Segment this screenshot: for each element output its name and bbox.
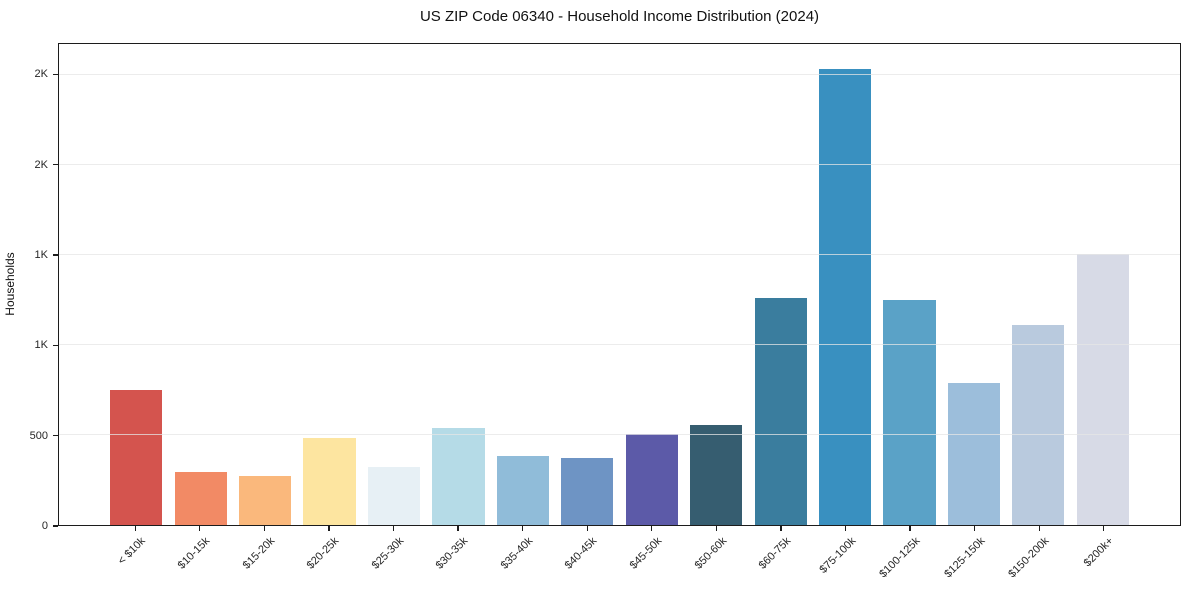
x-tick-mark — [715, 526, 717, 531]
x-tick-mark — [134, 526, 136, 531]
x-tick-mark — [522, 526, 524, 531]
bar-slot — [877, 44, 941, 525]
bar-9 — [690, 425, 743, 525]
bar-7 — [561, 458, 614, 525]
x-tick-label: $45-50k — [627, 535, 665, 572]
x-tick-label: $60-75k — [756, 535, 794, 572]
y-tick-label: 500 — [29, 429, 48, 442]
x-tick-mark — [973, 526, 976, 531]
bar-5 — [432, 427, 485, 525]
bar-8 — [625, 433, 678, 525]
y-tick-label: 0 — [41, 520, 48, 532]
x-tick-mark — [392, 526, 395, 531]
bar-slot — [748, 44, 812, 525]
bar-slot — [684, 44, 748, 525]
bar-11 — [818, 69, 872, 525]
bar-slot — [233, 44, 297, 525]
x-tick-mark — [328, 526, 330, 531]
x-tick-mark — [586, 526, 588, 531]
bar-slot — [555, 44, 619, 525]
bar-12 — [883, 299, 936, 525]
bar-slot — [620, 44, 684, 525]
y-tick-label: 1K — [34, 249, 48, 262]
y-tick-mark — [53, 164, 58, 166]
bars-row — [59, 44, 1180, 525]
bar-6 — [496, 456, 549, 525]
y-tick-mark — [53, 73, 58, 76]
bar-4 — [367, 467, 421, 525]
x-tick-label: $40-45k — [563, 535, 600, 572]
y-tick-label: 2K — [34, 158, 48, 171]
bar-1 — [174, 472, 227, 525]
x-tick-label: $30-35k — [433, 535, 471, 572]
bar-13 — [947, 382, 1000, 525]
bar-2 — [239, 475, 292, 525]
x-tick-mark — [263, 526, 266, 531]
bar-slot — [1071, 44, 1135, 525]
x-tick-mark — [844, 526, 847, 531]
y-axis-label: Households — [3, 252, 17, 316]
bar-slot — [942, 44, 1006, 525]
x-tick-mark — [651, 526, 653, 531]
x-tick-label: $20-25k — [304, 535, 342, 572]
x-tick-label: $100-125k — [877, 535, 923, 581]
bar-3 — [303, 438, 356, 525]
x-tick-mark — [457, 526, 459, 531]
bar-slot — [104, 44, 168, 525]
x-tick-mark — [1103, 526, 1105, 531]
x-tick-mark — [1038, 526, 1040, 531]
plot-area — [58, 43, 1181, 526]
x-tick-label: $75-100k — [817, 535, 858, 576]
x-tick-mark — [909, 526, 911, 531]
bar-slot — [297, 44, 361, 525]
y-tick-mark — [53, 254, 58, 256]
x-tick-label: $150-200k — [1006, 535, 1052, 581]
bar-slot — [491, 44, 555, 525]
x-tick-label: $10-15k — [175, 535, 213, 572]
bar-10 — [754, 298, 807, 525]
x-tick-label: $200k+ — [1081, 535, 1117, 570]
bar-14 — [1012, 324, 1065, 525]
bar-slot — [362, 44, 426, 525]
bar-15 — [1076, 254, 1129, 525]
x-tick-label: $15-20k — [240, 535, 277, 572]
x-tick-label: $50-60k — [692, 535, 729, 572]
chart-title: US ZIP Code 06340 - Household Income Dis… — [419, 8, 820, 25]
x-tick-label: < $10k — [115, 535, 148, 568]
y-tick-mark — [53, 344, 58, 347]
bar-0 — [110, 389, 163, 525]
bar-slot — [813, 44, 877, 525]
y-tick-mark — [53, 525, 58, 527]
bar-slot — [1006, 44, 1070, 525]
y-tick-mark — [53, 435, 58, 437]
y-tick-label: 1K — [34, 339, 48, 352]
x-tick-label: $125-150k — [941, 535, 988, 581]
bar-slot — [168, 44, 232, 525]
x-tick-mark — [199, 526, 201, 531]
x-tick-mark — [780, 526, 782, 531]
bar-slot — [426, 44, 490, 525]
y-tick-label: 2K — [34, 68, 48, 81]
x-tick-label: $25-30k — [369, 535, 407, 572]
x-tick-label: $35-40k — [498, 535, 536, 572]
